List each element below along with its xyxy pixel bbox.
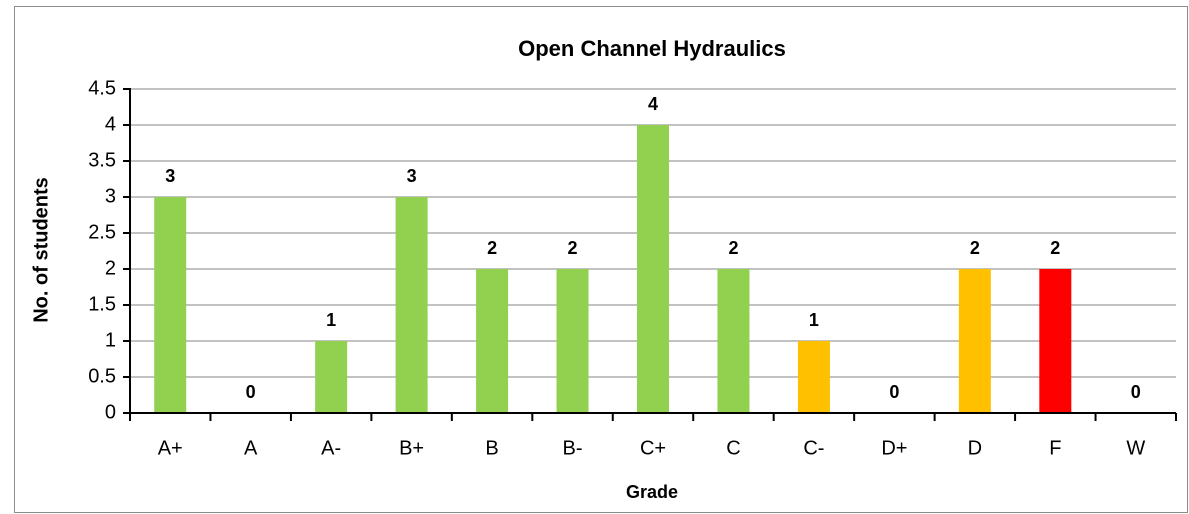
data-label: 2 [487, 238, 497, 258]
data-label: 2 [568, 238, 578, 258]
data-label: 3 [165, 166, 175, 186]
bar [1039, 269, 1072, 413]
data-label: 4 [648, 94, 658, 114]
y-tick-label: 1 [105, 329, 116, 351]
data-label: 0 [1131, 382, 1141, 402]
x-tick-label: B [485, 437, 498, 459]
data-label: 2 [1050, 238, 1060, 258]
x-tick-label: A [244, 437, 258, 459]
x-tick-label: C [726, 437, 740, 459]
bar [395, 197, 428, 413]
x-tick-label: F [1049, 437, 1061, 459]
data-label: 2 [970, 238, 980, 258]
x-tick-label: W [1126, 437, 1145, 459]
y-tick-label: 0 [105, 401, 116, 423]
bar [476, 269, 509, 413]
y-tick-label: 0.5 [88, 365, 116, 387]
bar [797, 341, 830, 413]
bar [315, 341, 348, 413]
data-label: 0 [246, 382, 256, 402]
x-tick-label: B- [563, 437, 583, 459]
bar [717, 269, 750, 413]
y-tick-label: 3.5 [88, 149, 116, 171]
x-tick-label: A- [321, 437, 341, 459]
data-label: 1 [809, 310, 819, 330]
data-label: 1 [326, 310, 336, 330]
bar [958, 269, 991, 413]
x-tick-label: D [968, 437, 982, 459]
x-tick-label: B+ [399, 437, 424, 459]
data-label: 0 [889, 382, 899, 402]
chart-title: Open Channel Hydraulics [518, 36, 786, 61]
data-label: 2 [728, 238, 738, 258]
x-tick-label: A+ [158, 437, 183, 459]
x-tick-label: C+ [640, 437, 666, 459]
chart-border [14, 6, 1188, 513]
bar [154, 197, 187, 413]
x-axis-label: Grade [626, 482, 678, 502]
bar [556, 269, 589, 413]
x-tick-label: C- [803, 437, 824, 459]
data-label: 3 [407, 166, 417, 186]
y-tick-label: 1.5 [88, 293, 116, 315]
bar [637, 125, 669, 413]
y-tick-label: 2 [105, 257, 116, 279]
y-tick-label: 2.5 [88, 221, 116, 243]
y-tick-label: 4 [105, 113, 116, 135]
y-tick-label: 4.5 [88, 77, 116, 99]
x-tick-label: D+ [881, 437, 907, 459]
y-axis-label: No. of students [30, 177, 52, 323]
y-tick-label: 3 [105, 185, 116, 207]
